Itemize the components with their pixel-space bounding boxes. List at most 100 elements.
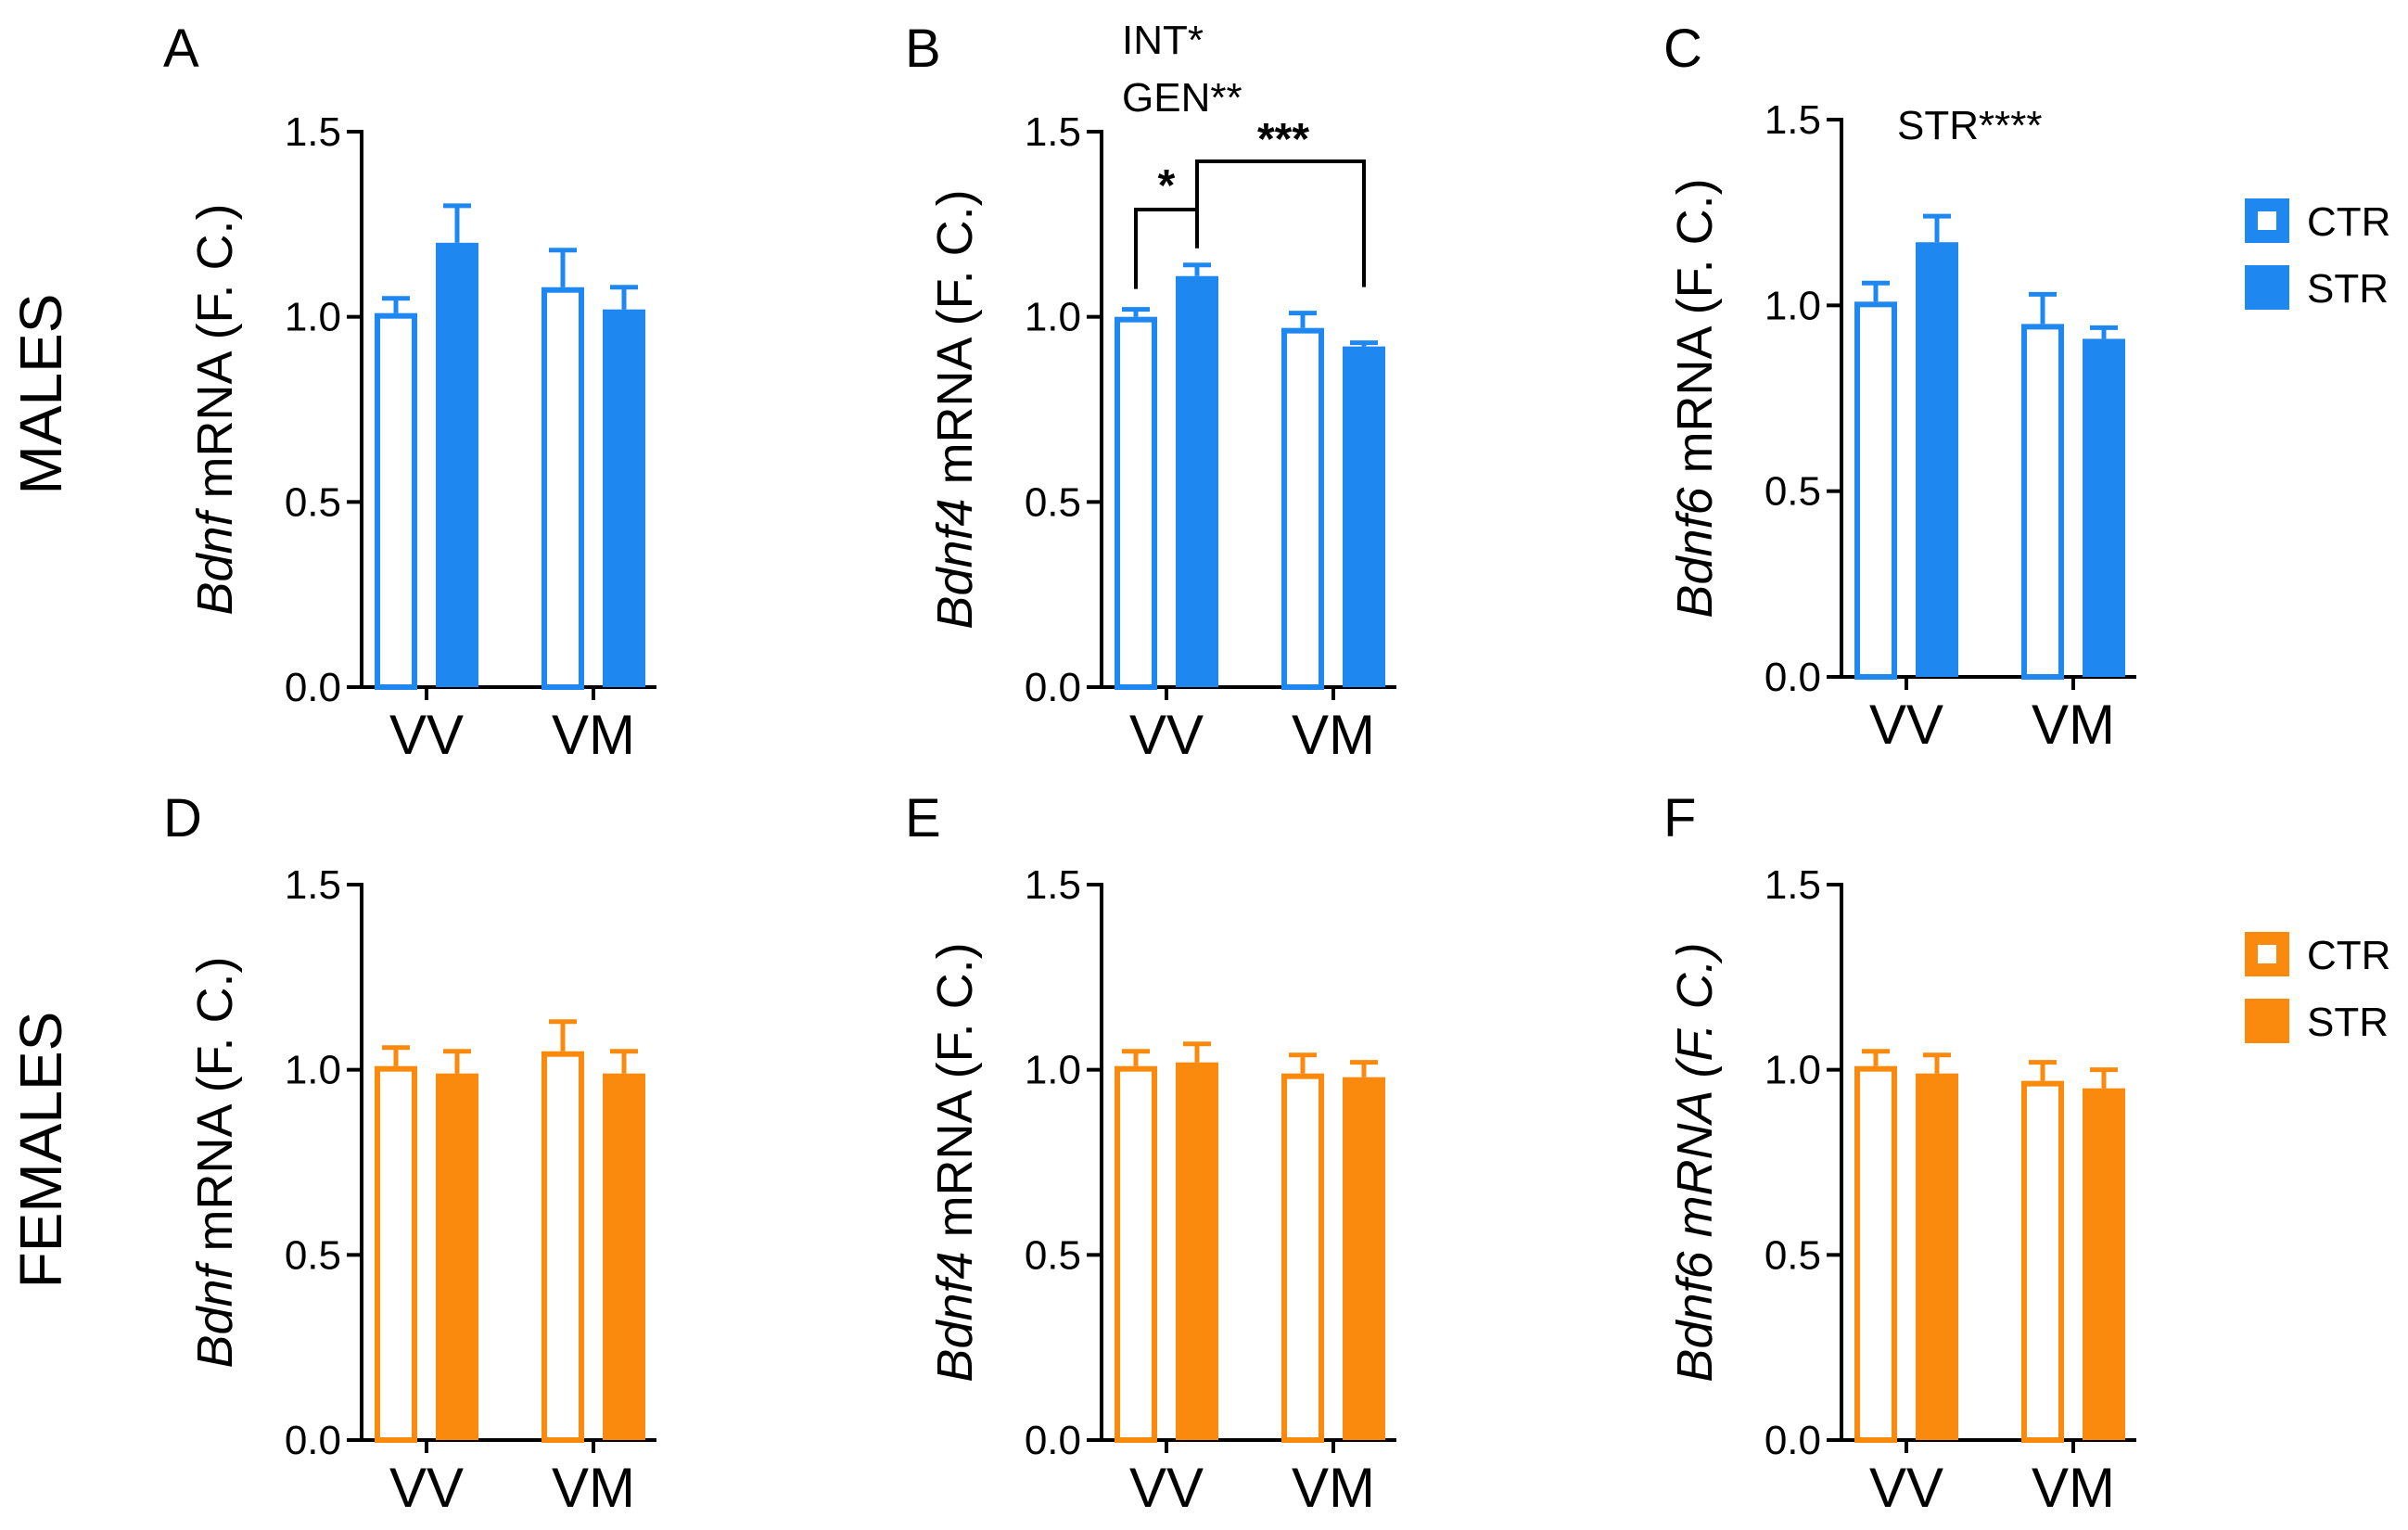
y-tick-label: 1.5	[1765, 862, 1821, 908]
category-label: VM	[2032, 1457, 2115, 1519]
category-label: VV	[1129, 704, 1204, 766]
y-axis-label: Bdnf mRNA (F. C.)	[187, 956, 243, 1368]
significance-bracket	[1134, 208, 1199, 289]
legend-females: CTR STR	[2245, 932, 2390, 1045]
bar-ctr	[1281, 1073, 1324, 1444]
panel-b: B 0.0 0.5 1.0 1.5 VV VM Bdnf4 mRNA (F. C.) INT* G…	[905, 18, 1396, 766]
category-label: VV	[389, 1457, 464, 1519]
y-tick-label: 0.0	[285, 1418, 341, 1463]
y-tick-label: 1.5	[1025, 862, 1081, 908]
y-tick-label: 1.0	[1765, 1048, 1821, 1093]
bar-str	[2083, 1088, 2125, 1440]
y-tick-label: 0.5	[285, 479, 341, 525]
stat-annotation: GEN**	[1122, 75, 1242, 121]
legend-label-ctr: CTR	[2307, 199, 2390, 245]
y-tick-label: 0.5	[1025, 479, 1081, 525]
panel-a: A 0.0 0.5 1.0 1.5 VV VM Bdnf mRNA (F. C.)	[163, 19, 656, 766]
y-tick-label: 0.5	[1765, 469, 1821, 515]
significance-label: ***	[1257, 115, 1309, 164]
category-label: VM	[2032, 694, 2115, 756]
y-tick-label: 0.0	[1765, 1418, 1821, 1463]
gene-name: Bdnf6	[1667, 486, 1723, 618]
panel-d: D 0.0 0.5 1.0 1.5 VV VM Bdnf mRNA (F. C.)	[163, 788, 656, 1519]
bar-str	[1916, 1073, 1958, 1440]
legends: CTR STR CTR STR	[2245, 198, 2390, 1045]
legend-label-ctr: CTR	[2307, 933, 2390, 978]
row-label-females: FEMALES	[7, 1012, 74, 1289]
legend-swatch-str	[2245, 999, 2289, 1043]
category-label: VV	[1869, 694, 1943, 756]
bar-ctr	[1854, 301, 1897, 680]
y-axis-label-rest: mRNA (F. C.)	[1667, 178, 1723, 487]
y-axis-label: Bdnf6 mRNA (F. C.)	[1667, 178, 1723, 618]
panel-letter: E	[905, 788, 941, 848]
y-axis-label: Bdnf4 mRNA (F. C.)	[927, 942, 983, 1382]
legend-swatch-str	[2245, 265, 2289, 310]
y-tick-label: 1.5	[1765, 97, 1821, 143]
gene-name: Bdnf	[187, 1260, 243, 1368]
y-axis-label: Bdnf6 mRNA (F. C.)	[1667, 942, 1723, 1382]
bar-ctr	[541, 287, 584, 690]
bar-str	[603, 1073, 645, 1440]
panel-letter: C	[1663, 19, 1702, 79]
bar-ctr	[1115, 1065, 1157, 1443]
bar-ctr	[1115, 316, 1157, 690]
panel-letter: D	[163, 788, 202, 848]
panels: A 0.0 0.5 1.0 1.5 VV VM Bdnf mRNA (F. C.) B 0.0 0.…	[163, 18, 2136, 1519]
y-tick-label: 1.5	[285, 862, 341, 908]
y-tick-label: 1.5	[285, 109, 341, 155]
bar-str	[1176, 275, 1218, 687]
y-axis-label: Bdnf mRNA (F. C.)	[187, 203, 243, 615]
y-tick-label: 0.0	[285, 665, 341, 710]
panel-e: E 0.0 0.5 1.0 1.5 VV VM Bdnf4 mRNA (F. C.)	[905, 788, 1396, 1519]
legend-males: CTR STR	[2245, 198, 2390, 312]
y-tick-label: 1.0	[1025, 295, 1081, 340]
y-axis-label-rest: mRNA (F. C.)	[927, 189, 983, 498]
bar-str	[436, 1073, 478, 1440]
significance-label: *	[1158, 161, 1176, 210]
y-tick-label: 0.0	[1025, 1418, 1081, 1463]
category-label: VV	[1869, 1457, 1943, 1519]
bar-str	[1343, 346, 1385, 687]
bar-str	[1176, 1062, 1218, 1440]
bar-ctr	[541, 1051, 584, 1443]
y-tick-label: 0.5	[1025, 1232, 1081, 1278]
bar-str	[1343, 1077, 1385, 1440]
gene-name: Bdnf4	[927, 498, 983, 629]
category-label: VV	[1129, 1457, 1204, 1519]
gene-name: Bdnf	[187, 507, 243, 615]
bar-ctr	[1854, 1065, 1897, 1443]
bar-str	[603, 309, 645, 687]
gene-name: Bdnf6	[1667, 1250, 1723, 1382]
y-tick-label: 1.0	[1025, 1048, 1081, 1093]
category-label: VM	[1292, 704, 1375, 766]
row-label-males: MALES	[7, 294, 74, 495]
y-axis-label-rest: mRNA (F. C.)	[187, 956, 243, 1265]
stat-annotation: INT*	[1122, 18, 1204, 63]
y-axis-label-rest: mRNA (F. C.)	[187, 203, 243, 512]
legend-label-str: STR	[2307, 1000, 2389, 1045]
y-axis-label-rest: mRNA (F. C.)	[1667, 942, 1723, 1251]
panel-letter: F	[1663, 788, 1696, 848]
y-tick-label: 1.5	[1025, 109, 1081, 155]
category-label: VM	[552, 704, 635, 766]
legend-swatch-ctr-inner	[2258, 945, 2276, 963]
category-label: VV	[389, 704, 464, 766]
category-label: VM	[1292, 1457, 1375, 1519]
y-tick-label: 0.5	[1765, 1232, 1821, 1278]
stat-annotation: STR****	[1897, 103, 2043, 148]
bar-ctr	[2021, 1080, 2064, 1443]
panel-c: C 0.0 0.5 1.0 1.5 VV VM Bdnf6 mRNA (F. C.) STR**…	[1663, 19, 2136, 756]
category-label: VM	[552, 1457, 635, 1519]
y-tick-label: 0.5	[285, 1232, 341, 1278]
bar-str	[436, 242, 478, 687]
y-axis-label-rest: mRNA (F. C.)	[927, 942, 983, 1251]
significance-bracket	[1195, 159, 1366, 287]
panel-f: F 0.0 0.5 1.0 1.5 VV VM Bdnf6 mRNA (F. C.)	[1663, 788, 2136, 1519]
y-tick-label: 0.0	[1025, 665, 1081, 710]
gene-name: Bdnf4	[927, 1251, 983, 1382]
panel-letter: A	[163, 19, 199, 79]
bar-str	[2083, 338, 2125, 677]
panel-letter: B	[905, 19, 941, 79]
